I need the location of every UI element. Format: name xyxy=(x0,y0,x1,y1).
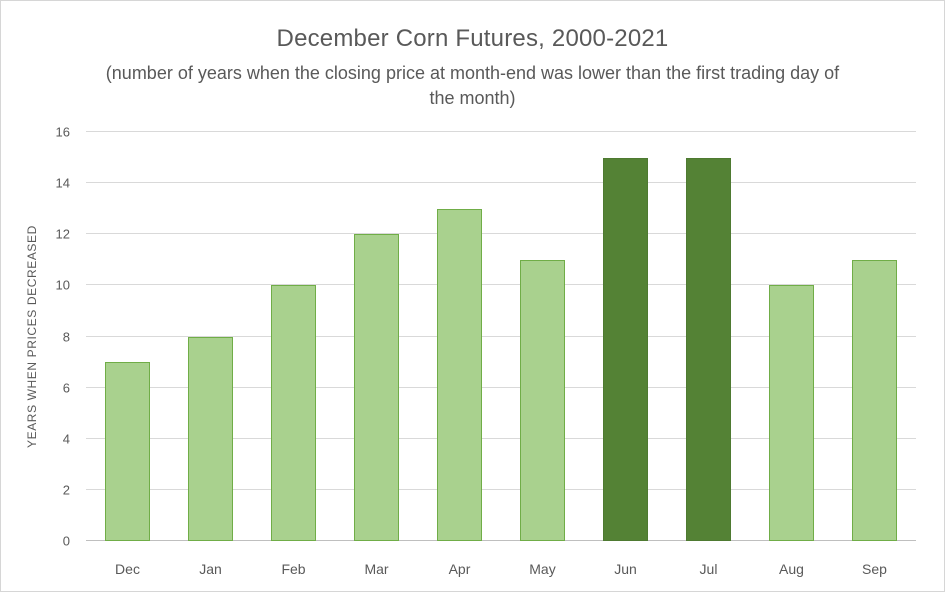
x-axis-labels: Dec Jan Feb Mar Apr May Jun Jul Aug Sep xyxy=(86,561,916,577)
bar-slot xyxy=(667,132,750,541)
x-tick-label: Dec xyxy=(115,561,140,577)
x-tick-label: Jun xyxy=(614,561,637,577)
y-axis-ticks: 0 2 4 6 8 10 12 14 16 xyxy=(1,125,78,549)
gridline xyxy=(86,233,916,235)
bar-slot xyxy=(169,132,252,541)
y-tick-label: 10 xyxy=(55,277,70,293)
y-tick-label: 4 xyxy=(62,431,70,447)
bar-slot xyxy=(335,132,418,541)
x-tick-label: Jan xyxy=(199,561,222,577)
chart-subtitle: (number of years when the closing price … xyxy=(105,63,840,109)
y-tick-label: 14 xyxy=(55,175,70,191)
bar-dec xyxy=(105,362,150,541)
gridline xyxy=(86,131,916,132)
bar-aug xyxy=(769,285,814,541)
gridline xyxy=(86,488,916,490)
x-tick-label: Aug xyxy=(779,561,804,577)
chart-title: December Corn Futures, 2000-2021 xyxy=(276,25,669,52)
y-tick-label: 2 xyxy=(62,482,70,498)
bars xyxy=(86,132,916,541)
bar-slot xyxy=(418,132,501,541)
bar-jul xyxy=(686,157,731,541)
bar-jun xyxy=(603,157,648,541)
x-tick-label: Jul xyxy=(699,561,718,577)
y-tick-label: 12 xyxy=(55,226,70,242)
x-tick-label: Sep xyxy=(862,561,887,577)
chart-header: December Corn Futures, 2000-2021 (number… xyxy=(1,25,944,111)
bar-slot xyxy=(501,132,584,541)
bar-slot xyxy=(750,132,833,541)
bar-sep xyxy=(852,259,897,541)
y-tick-label: 16 xyxy=(55,124,70,140)
gridlines xyxy=(86,131,916,541)
bar-slot xyxy=(584,132,667,541)
x-tick-label: Feb xyxy=(281,561,306,577)
bar-feb xyxy=(271,285,316,541)
bar-may xyxy=(520,259,565,541)
bar-slot xyxy=(86,132,169,541)
bar-mar xyxy=(354,234,399,541)
x-tick-label: Mar xyxy=(364,561,389,577)
bar-jan xyxy=(188,336,233,541)
plot-area xyxy=(86,131,916,541)
bar-slot xyxy=(252,132,335,541)
bar-slot xyxy=(833,132,916,541)
gridline xyxy=(86,437,916,439)
gridline xyxy=(86,335,916,337)
bar-apr xyxy=(437,208,482,541)
x-tick-label: Apr xyxy=(448,561,471,577)
x-tick-label: May xyxy=(529,561,556,577)
y-tick-label: 8 xyxy=(62,329,70,344)
gridline xyxy=(86,386,916,388)
gridline xyxy=(86,284,916,286)
gridline xyxy=(86,182,916,184)
x-axis-baseline xyxy=(86,540,916,541)
y-tick-label: 0 xyxy=(62,533,70,549)
y-tick-label: 6 xyxy=(62,380,70,396)
